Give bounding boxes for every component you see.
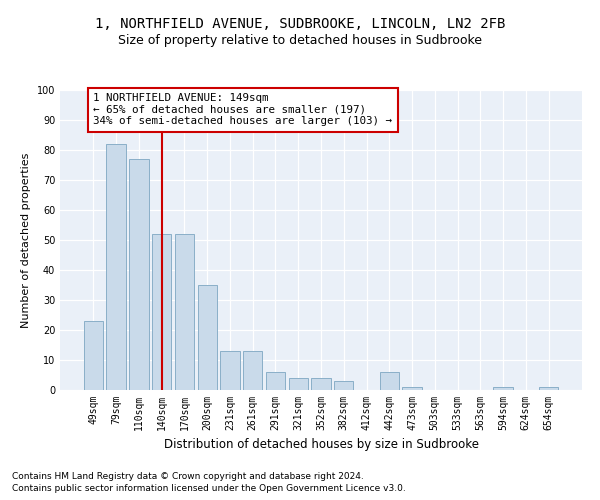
Bar [197, 285, 217, 390]
Bar [380, 372, 399, 390]
Text: Size of property relative to detached houses in Sudbrooke: Size of property relative to detached ho… [118, 34, 482, 47]
Text: 1, NORTHFIELD AVENUE, SUDBROOKE, LINCOLN, LN2 2FB: 1, NORTHFIELD AVENUE, SUDBROOKE, LINCOLN… [95, 18, 505, 32]
Text: Contains HM Land Registry data © Crown copyright and database right 2024.: Contains HM Land Registry data © Crown c… [12, 472, 364, 481]
Bar [175, 234, 194, 390]
Bar [539, 387, 558, 390]
Bar [403, 387, 422, 390]
X-axis label: Distribution of detached houses by size in Sudbrooke: Distribution of detached houses by size … [163, 438, 479, 452]
Bar [311, 378, 331, 390]
Bar [266, 372, 285, 390]
Y-axis label: Number of detached properties: Number of detached properties [21, 152, 31, 328]
Bar [106, 144, 126, 390]
Bar [220, 351, 239, 390]
Bar [152, 234, 172, 390]
Bar [84, 321, 103, 390]
Bar [289, 378, 308, 390]
Text: 1 NORTHFIELD AVENUE: 149sqm
← 65% of detached houses are smaller (197)
34% of se: 1 NORTHFIELD AVENUE: 149sqm ← 65% of det… [94, 93, 392, 126]
Bar [334, 381, 353, 390]
Text: Contains public sector information licensed under the Open Government Licence v3: Contains public sector information licen… [12, 484, 406, 493]
Bar [493, 387, 513, 390]
Bar [129, 159, 149, 390]
Bar [243, 351, 262, 390]
